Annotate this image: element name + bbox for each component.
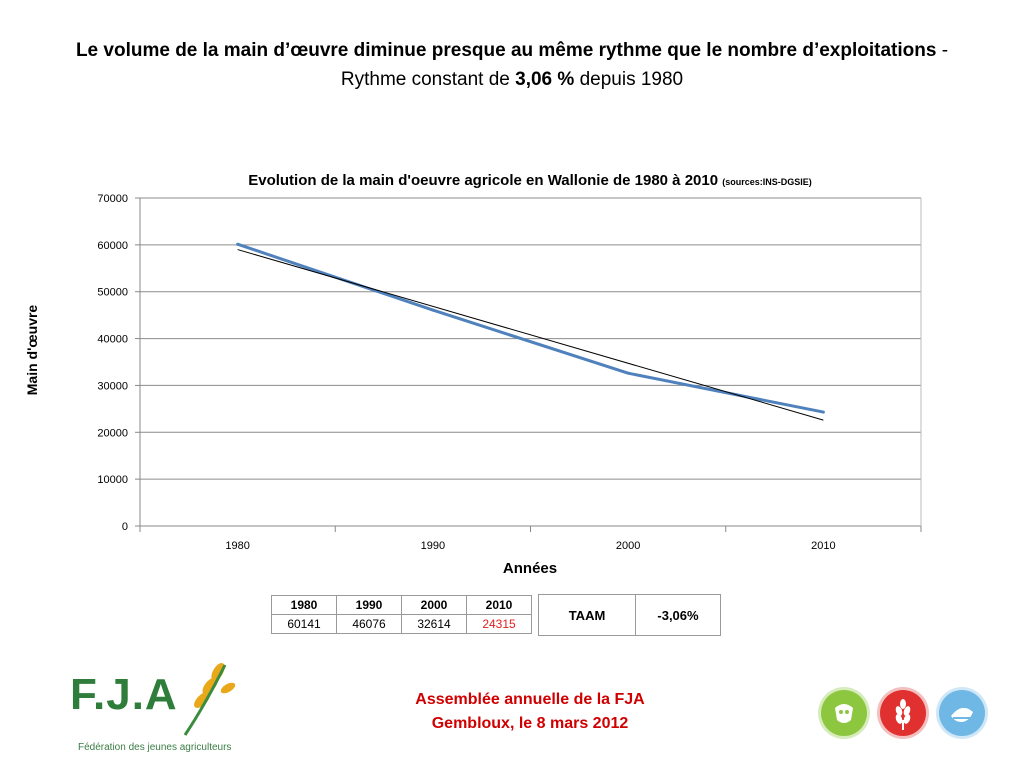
y-tick-label: 30000 xyxy=(97,380,128,392)
y-tick-label: 70000 xyxy=(97,193,128,205)
y-tick-label: 60000 xyxy=(97,240,128,252)
data-table-value-row: 60141 46076 32614 24315 xyxy=(271,614,532,634)
data-table-year: 1980 xyxy=(271,595,337,615)
dairy-icon xyxy=(939,690,985,736)
data-table-year: 1990 xyxy=(336,595,402,615)
chart-title: Evolution de la main d'oeuvre agricole e… xyxy=(140,172,920,189)
x-tick-label: 2010 xyxy=(811,540,835,552)
data-table-value: 46076 xyxy=(336,614,402,634)
footer-line-2: Gembloux, le 8 mars 2012 xyxy=(431,715,629,732)
data-table-year: 2010 xyxy=(466,595,532,615)
slide-title: Le volume de la main d’œuvre diminue pre… xyxy=(60,36,964,94)
y-tick-label: 0 xyxy=(122,521,128,533)
x-tick-label: 1990 xyxy=(421,540,445,552)
taam-value: -3,06% xyxy=(635,594,721,636)
series-line xyxy=(237,242,824,414)
slide-title-bold-1: Le volume de la main d’œuvre diminue pre… xyxy=(75,40,937,61)
cow-icon xyxy=(821,690,867,736)
data-table-value: 60141 xyxy=(271,614,337,634)
data-table-year: 2000 xyxy=(401,595,467,615)
footer-text: Assemblée annuelle de la FJA Gembloux, l… xyxy=(380,688,680,736)
data-table: 1980 1990 2000 2010 60141 46076 32614 24… xyxy=(271,595,532,634)
x-tick-label: 2000 xyxy=(616,540,640,552)
y-tick-label: 10000 xyxy=(97,474,128,486)
trendline xyxy=(237,249,824,421)
data-table-value-highlight: 24315 xyxy=(466,614,532,634)
wheat-ears-icon xyxy=(183,662,236,736)
footer-line-1: Assemblée annuelle de la FJA xyxy=(415,691,645,708)
data-point xyxy=(431,308,435,312)
data-table-value: 32614 xyxy=(401,614,467,634)
logo-subtitle: Fédération des jeunes agriculteurs xyxy=(78,742,232,753)
slide-title-plain-2: depuis 1980 xyxy=(574,69,684,90)
data-table-header-row: 1980 1990 2000 2010 xyxy=(271,595,532,615)
x-tick-label: 1980 xyxy=(225,540,249,552)
data-point xyxy=(626,371,630,375)
x-axis-label: Années xyxy=(502,560,558,577)
y-tick-label: 20000 xyxy=(97,427,128,439)
data-point xyxy=(236,242,240,246)
taam-table: TAAM -3,06% xyxy=(538,594,721,636)
chart-area: Evolution de la main d'oeuvre agricole e… xyxy=(24,172,922,577)
fja-logo: F.J.A Fédération des jeunes agriculteurs xyxy=(70,660,240,760)
slide-title-plain-1: - Rythme constant de xyxy=(340,40,949,90)
logo-text: F.J.A xyxy=(70,670,178,719)
y-tick-label: 50000 xyxy=(97,287,128,299)
y-tick-label: 40000 xyxy=(97,334,128,346)
chart-title-text: Evolution de la main d'oeuvre agricole e… xyxy=(248,172,719,189)
slide-title-bold-2: 3,06 % xyxy=(515,69,575,90)
wheat-icon xyxy=(880,690,926,736)
data-point xyxy=(821,410,825,414)
taam-label: TAAM xyxy=(538,594,636,636)
line-chart: 0 10000 20000 30000 40000 50000 60000 70000 1980… xyxy=(97,193,922,552)
chart-source-note: (sources:INS-DGSIE) xyxy=(722,177,812,187)
